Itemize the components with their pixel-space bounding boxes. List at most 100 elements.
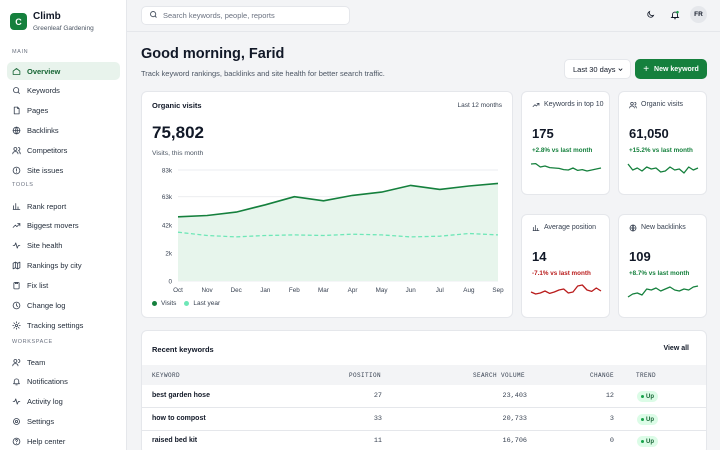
stat-delta: -7.1% vs last month — [532, 270, 591, 277]
card-period: Last 12 months — [457, 102, 502, 109]
series-line-last-year — [177, 231, 499, 238]
organic-visits-caption: Visits, this month — [152, 150, 204, 157]
chart-legend: Visits Last year — [152, 300, 220, 307]
sidebar-item-rank-report[interactable]: Rank report — [7, 197, 120, 215]
x-tick-label: Aug — [463, 287, 475, 294]
x-tick-label: Mar — [318, 287, 329, 294]
sidebar-item-notifications[interactable]: Notifications — [7, 373, 120, 391]
sidebar-section-label: MAIN — [12, 49, 29, 55]
keyword-cell[interactable]: how to compost — [152, 415, 206, 422]
gear-icon — [12, 321, 21, 330]
organic-visits-chart: 0 2k 42k 63k 83k Oct Nov Dec Jan Feb Mar Apr May Jun J… — [162, 168, 504, 295]
series-line-visits — [177, 182, 499, 218]
y-tick-label: 0 — [168, 279, 172, 286]
sparkline-path — [627, 163, 699, 174]
sidebar-item-keywords[interactable]: Keywords — [7, 82, 120, 100]
plus-icon: + — [643, 63, 650, 75]
sparkline — [627, 285, 699, 298]
new-keyword-label: New keyword — [654, 65, 699, 73]
x-tick-label: Jul — [436, 287, 444, 294]
x-tick-label: Feb — [289, 287, 300, 294]
position-cell: 11 — [373, 437, 382, 445]
moon-icon — [646, 10, 655, 21]
sparkline-path — [627, 285, 699, 298]
sidebar-item-competitors[interactable]: Competitors — [7, 142, 120, 160]
y-tick-label: 2k — [165, 250, 173, 257]
user-avatar[interactable]: FR — [690, 6, 707, 23]
x-tick-label: Oct — [173, 287, 183, 294]
date-range-label: Last 30 days — [573, 64, 616, 74]
recent-keywords-title: Recent keywords — [152, 345, 214, 354]
sidebar-item-label: Backlinks — [27, 126, 59, 136]
view-all-link[interactable]: View all — [663, 345, 689, 352]
date-range-select[interactable]: Last 30 days — [564, 59, 631, 79]
sidebar-item-label: Team — [27, 357, 46, 367]
sparkline — [530, 162, 602, 172]
sidebar-item-label: Rank report — [27, 201, 67, 211]
change-cell: 12 — [605, 392, 614, 400]
page-title: Good morning, Farid — [141, 46, 285, 62]
search-input[interactable] — [163, 11, 343, 20]
stat-label: Keywords in top 10 — [544, 101, 604, 108]
users-icon — [629, 101, 637, 109]
sparkline-path — [530, 284, 602, 295]
sidebar-item-label: Tracking settings — [27, 320, 84, 330]
sidebar-item-fix-list[interactable]: Fix list — [7, 277, 120, 295]
sparkline-path — [530, 162, 602, 172]
stat-value: 61,050 — [629, 126, 669, 141]
x-tick-label: Jan — [260, 287, 271, 294]
sidebar-item-label: Fix list — [27, 281, 49, 291]
keyword-cell[interactable]: best garden hose — [152, 392, 210, 399]
sidebar-item-change-log[interactable]: Change log — [7, 297, 120, 315]
bell-icon — [670, 10, 680, 22]
sidebar-item-label: Overview — [27, 66, 61, 76]
sidebar-item-tracking-settings[interactable]: Tracking settings — [7, 316, 120, 334]
help-icon — [12, 437, 21, 446]
notifications-button[interactable] — [665, 6, 684, 25]
x-tick-label: Nov — [201, 287, 213, 294]
sidebar-item-site-health[interactable]: Site health — [7, 237, 120, 255]
sidebar-item-site-issues[interactable]: Site issues — [7, 162, 120, 180]
sidebar-item-overview[interactable]: Overview — [7, 62, 120, 80]
legend-visits-swatch — [152, 301, 157, 306]
sidebar-item-settings[interactable]: Settings — [7, 413, 120, 431]
col-header-position[interactable]: POSITION — [349, 372, 382, 379]
team-icon — [12, 358, 21, 367]
sidebar-item-activity-log[interactable]: Activity log — [7, 393, 120, 411]
keyword-cell[interactable]: raised bed kit — [152, 437, 198, 444]
legend-last-year-swatch — [184, 301, 190, 306]
sidebar-item-label: Notifications — [27, 377, 68, 387]
page-subtitle: Track keyword rankings, backlinks and si… — [141, 69, 385, 78]
new-keyword-button[interactable]: + New keyword — [635, 59, 707, 79]
map-icon — [12, 261, 21, 270]
trend-badge: Up — [637, 414, 658, 425]
trending-icon — [12, 221, 21, 230]
x-tick-label: Sep — [492, 287, 504, 294]
sidebar-item-backlinks[interactable]: Backlinks — [7, 122, 120, 140]
theme-toggle-button[interactable] — [641, 6, 660, 25]
users-icon — [12, 146, 21, 155]
sidebar-section-label: TOOLS — [12, 182, 34, 188]
col-header-trend[interactable]: TREND — [636, 372, 657, 379]
legend-visits: Visits — [161, 300, 177, 307]
search-bar[interactable] — [141, 6, 350, 25]
sidebar-item-label: Change log — [27, 301, 66, 310]
change-cell: 0 — [609, 437, 614, 445]
volume-cell: 20,733 — [502, 415, 527, 423]
sidebar-item-label: Competitors — [27, 146, 68, 156]
col-header-volume[interactable]: SEARCH VOLUME — [473, 372, 526, 379]
sidebar-item-biggest-movers[interactable]: Biggest movers — [7, 217, 120, 235]
sidebar-item-team[interactable]: Team — [7, 353, 120, 371]
sidebar-item-pages[interactable]: Pages — [7, 102, 120, 120]
position-cell: 27 — [373, 392, 382, 400]
sidebar-item-help-center[interactable]: Help center — [7, 433, 120, 450]
legend-last-year: Last year — [193, 300, 221, 307]
sidebar-item-rankings-by-city[interactable]: Rankings by city — [7, 257, 120, 275]
position-cell: 33 — [373, 415, 382, 423]
sparkline — [530, 284, 602, 295]
col-header-change[interactable]: CHANGE — [590, 372, 615, 379]
col-header-keyword[interactable]: KEYWORD — [152, 372, 181, 379]
brand[interactable]: C Climb Greenleaf Gardening — [10, 11, 94, 32]
brand-subtitle: Greenleaf Gardening — [33, 25, 94, 32]
x-tick-label: Dec — [231, 287, 242, 294]
